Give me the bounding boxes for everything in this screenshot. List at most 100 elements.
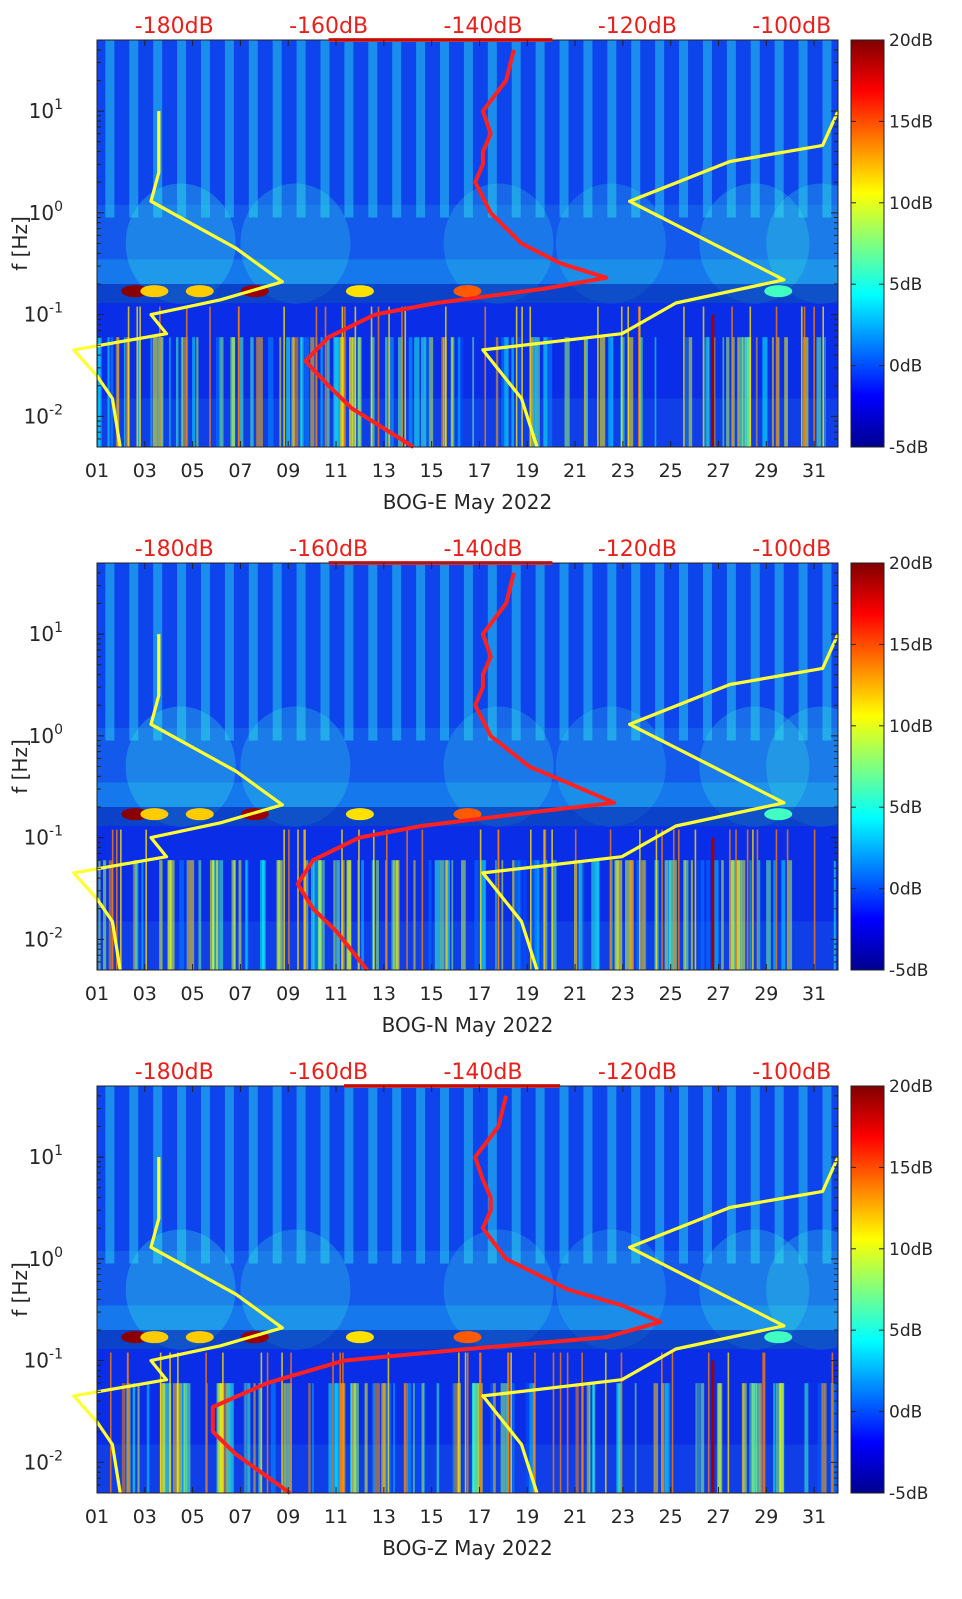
y-tick-label: 10-1 <box>24 1347 63 1373</box>
lf-noise-column <box>121 1383 126 1493</box>
lf-noise-column <box>653 1383 659 1493</box>
daily-stripe <box>129 563 139 741</box>
lf-noise-column <box>176 1383 182 1493</box>
colorbar-tick-label: 15dB <box>889 1158 933 1178</box>
lf-noise-column <box>688 337 693 447</box>
storm-plume <box>699 183 810 304</box>
lf-noise-column <box>745 337 750 447</box>
x-tick-label: 03 <box>133 460 157 482</box>
x-tick-label: 31 <box>802 460 826 482</box>
event-spike <box>597 306 599 447</box>
lf-noise-column <box>283 1383 287 1493</box>
colorbar-tick-label: 0dB <box>889 1403 922 1423</box>
event-spike <box>484 306 487 447</box>
spectrogram <box>97 563 838 970</box>
x-tick-label: 05 <box>181 983 205 1005</box>
daily-stripe <box>535 40 545 218</box>
daily-stripe <box>344 563 354 741</box>
lf-noise-column <box>175 337 179 447</box>
x-tick-label: 01 <box>85 460 109 482</box>
event-spike <box>283 306 285 447</box>
daily-stripe <box>535 1086 545 1264</box>
colorbar-tick-label: 20dB <box>889 1077 933 1097</box>
lf-noise-column <box>103 860 107 970</box>
x-axis-label: BOG-N May 2022 <box>382 1013 554 1037</box>
event-spike <box>283 829 285 970</box>
lf-noise-column <box>414 337 420 447</box>
x-tick-label: 11 <box>324 1506 348 1528</box>
daily-stripe <box>416 1086 426 1264</box>
event-spike <box>127 1352 129 1493</box>
event-spike <box>581 1352 583 1493</box>
lf-noise-column <box>370 337 375 447</box>
lf-noise-column <box>270 1383 276 1493</box>
x-tick-label: 29 <box>754 1506 778 1528</box>
daily-stripe <box>224 1086 234 1264</box>
lf-noise-column <box>718 1383 723 1493</box>
lf-noise-column <box>168 337 171 447</box>
x-tick-label: 21 <box>563 983 587 1005</box>
event-spike <box>727 1352 730 1493</box>
microseism-peak <box>453 1331 482 1344</box>
daily-stripe <box>655 40 665 218</box>
daily-stripe <box>487 1086 497 1264</box>
microseism-peak <box>140 808 169 821</box>
lf-noise-column <box>782 1383 784 1493</box>
lf-noise-column <box>655 860 659 970</box>
daily-stripe <box>607 1086 617 1264</box>
daily-stripe <box>774 40 784 218</box>
daily-stripe <box>248 1086 258 1264</box>
daily-stripe <box>392 40 402 218</box>
x-axis-label: BOG-Z May 2022 <box>382 1536 553 1560</box>
x-tick-label: 11 <box>324 460 348 482</box>
lf-noise-column <box>186 860 190 970</box>
daily-stripe <box>535 563 545 741</box>
daily-stripe <box>177 563 187 741</box>
daily-stripe <box>702 1086 712 1264</box>
lf-noise-column <box>310 860 315 970</box>
storm-plume <box>443 183 554 304</box>
x-tick-label: 07 <box>228 983 252 1005</box>
lf-noise-column <box>578 860 582 970</box>
x-tick-label: 27 <box>706 983 730 1005</box>
lf-noise-column <box>532 1383 536 1493</box>
lf-noise-column <box>722 337 725 447</box>
lf-noise-column <box>260 860 265 970</box>
lf-noise-column <box>586 1383 591 1493</box>
top-axis-label: -160dB <box>289 537 368 562</box>
microseism-peak <box>185 285 214 298</box>
daily-stripe <box>750 1086 760 1264</box>
lf-noise-column <box>452 1383 455 1493</box>
storm-plume <box>555 706 666 827</box>
lf-noise-column <box>503 337 509 447</box>
lf-noise-column <box>159 860 163 970</box>
lf-noise-column <box>413 860 416 970</box>
lf-noise-column <box>668 860 674 970</box>
daily-stripe <box>200 1086 210 1264</box>
daily-stripe <box>559 40 569 218</box>
lf-noise-column <box>286 1383 292 1493</box>
lf-noise-column <box>737 337 744 447</box>
daily-stripe <box>224 40 234 218</box>
lf-noise-column <box>322 860 325 970</box>
lf-noise-column <box>684 860 686 970</box>
storm-plume <box>240 1229 351 1350</box>
daily-stripe <box>463 563 473 741</box>
y-axis-label: f [Hz] <box>8 1262 32 1317</box>
event-spike <box>813 829 816 970</box>
lf-noise-column <box>137 337 140 447</box>
lf-noise-column <box>511 1383 515 1493</box>
event-spike <box>702 306 705 447</box>
daily-stripe <box>272 40 282 218</box>
lf-noise-column <box>726 337 730 447</box>
lf-noise-column <box>629 860 632 970</box>
microseism-peak <box>185 808 214 821</box>
lf-noise-column <box>228 1383 232 1493</box>
event-spike <box>655 829 658 970</box>
lf-noise-column <box>696 1383 701 1493</box>
lf-noise-column <box>326 337 330 447</box>
event-spike <box>109 1352 112 1493</box>
x-tick-label: 03 <box>133 1506 157 1528</box>
event-spike <box>344 306 346 447</box>
lf-noise-column <box>170 860 175 970</box>
